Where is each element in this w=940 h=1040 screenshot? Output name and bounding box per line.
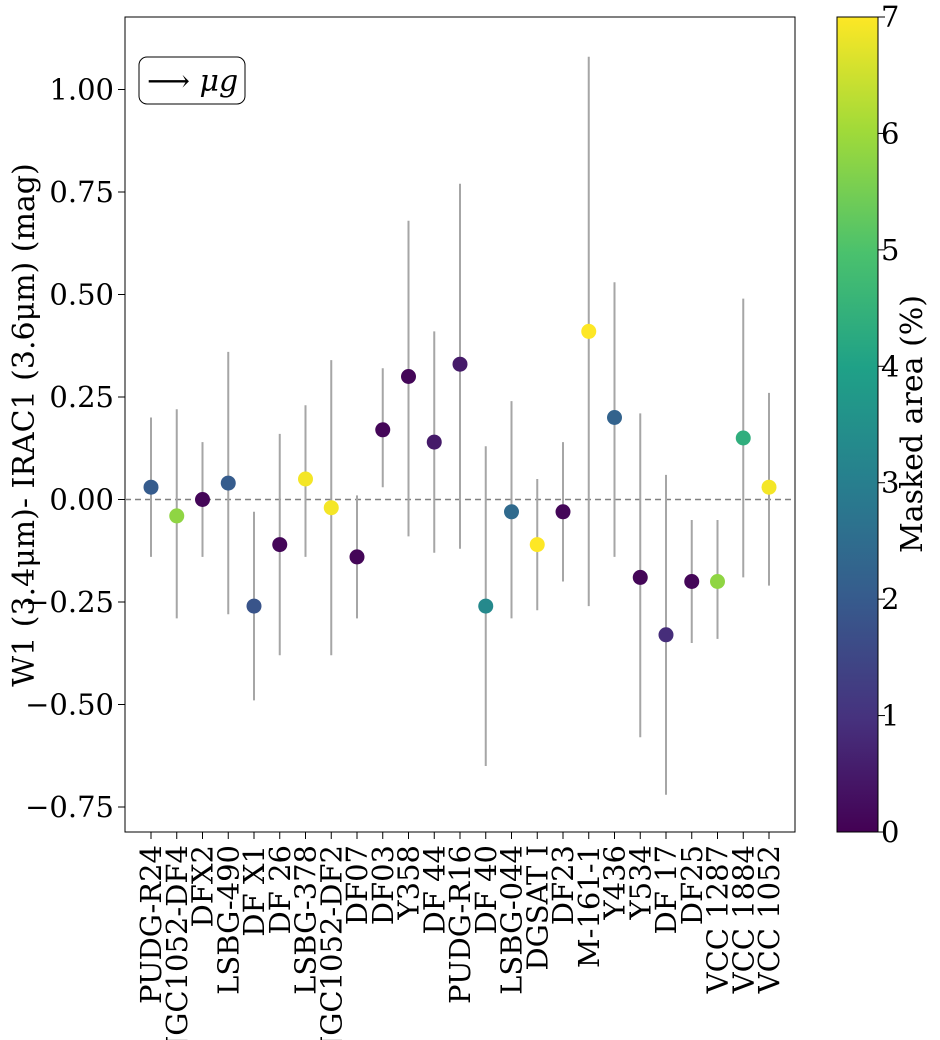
x-tick-label: Y358 <box>392 845 426 921</box>
data-point <box>298 471 313 487</box>
data-point <box>658 627 674 643</box>
data-point <box>323 500 339 516</box>
data-point <box>710 574 725 589</box>
data-point <box>607 410 622 425</box>
data-point <box>195 492 210 507</box>
colorbar-label: Masked area (%) <box>895 295 930 553</box>
x-tick-label: Y534 <box>623 845 657 921</box>
x-tick-label: DGSAT I <box>520 845 554 971</box>
colorbar-tick-label: 0 <box>881 815 899 849</box>
legend: ⟶ μg <box>138 56 246 105</box>
legend-frame <box>138 56 246 105</box>
x-tick-label: DF23 <box>546 845 580 925</box>
data-point <box>349 549 365 565</box>
x-tick-label: DF X1 <box>237 845 271 937</box>
x-tick-label: DF03 <box>366 845 400 925</box>
y-tick-label: 1.00 <box>49 73 114 107</box>
data-point <box>684 574 700 589</box>
data-point <box>143 479 159 495</box>
colorbar-tick-label: 5 <box>881 233 899 267</box>
data-point <box>529 537 545 553</box>
legend-label: ⟶ μg <box>147 64 238 99</box>
y-tick-label: 0.75 <box>49 175 114 209</box>
x-tick-label: LSBG-378 <box>289 845 323 995</box>
data-point <box>375 422 391 438</box>
x-tick-label: DF 17 <box>649 845 683 935</box>
colorbar-tick-label: 7 <box>881 0 899 34</box>
y-tick-label: −0.25 <box>25 585 114 619</box>
data-point <box>504 504 519 520</box>
data-point <box>272 537 288 553</box>
data-point <box>246 598 262 614</box>
x-tick-label: LSBG-044 <box>495 845 529 995</box>
data-points <box>143 323 777 643</box>
data-point <box>478 598 494 614</box>
x-tick-label: DF07 <box>340 845 374 925</box>
y-tick-label: 0.00 <box>49 483 114 517</box>
y-tick-label: −0.75 <box>25 790 114 824</box>
x-tick-label: Y436 <box>598 845 632 921</box>
x-tick-label: PUDG-R16 <box>443 845 477 1004</box>
colorbar <box>836 16 879 833</box>
data-point <box>401 369 416 384</box>
y-tick-label: −0.50 <box>25 688 114 722</box>
colorbar-tick-label: 6 <box>881 116 899 150</box>
x-tick-label: VCC 1287 <box>701 845 735 994</box>
y-axis-label: W1 (3.4μm)- IRAC1 (3.6μm) (mag) <box>7 163 42 686</box>
colorbar-tick-label: 3 <box>881 466 899 500</box>
data-point <box>220 475 236 491</box>
colorbar-tick-label: 4 <box>881 349 899 383</box>
data-point <box>452 356 468 372</box>
y-tick-label: 0.50 <box>49 278 114 312</box>
colorbar-tick-label: 2 <box>881 582 899 616</box>
x-tick-label: M-161-1 <box>572 845 606 968</box>
x-tick-label: DF 26 <box>263 845 297 935</box>
data-point <box>581 323 597 339</box>
data-point <box>426 434 442 450</box>
x-tick-label: DF 40 <box>469 845 503 935</box>
data-point <box>632 569 648 585</box>
x-tick-label: VCC 1884 <box>726 845 760 994</box>
x-tick-label: NGC1052-DF2 <box>314 845 348 1040</box>
data-point <box>169 508 185 524</box>
data-point <box>735 430 751 446</box>
colorbar-ticks: 0 1 2 3 4 5 6 7 <box>878 0 899 849</box>
data-point <box>555 504 571 520</box>
x-tick-label: LSBG-490 <box>211 845 245 995</box>
x-tick-label: DF 44 <box>417 845 451 935</box>
x-tick-label: NGC1052-DF4 <box>160 845 194 1040</box>
y-tick-label: 0.25 <box>49 380 114 414</box>
colorbar-tick-label: 1 <box>881 699 899 733</box>
x-tick-label: VCC 1052 <box>752 845 786 994</box>
x-tick-label: PUDG-R24 <box>134 845 168 1004</box>
x-tick-label: DF25 <box>675 845 709 925</box>
data-point <box>761 479 777 495</box>
y-axis: −0.75 −0.50 −0.25 0.00 0.25 0.50 0.75 1.00 <box>25 73 125 824</box>
x-tick-label: DFX2 <box>186 845 220 927</box>
